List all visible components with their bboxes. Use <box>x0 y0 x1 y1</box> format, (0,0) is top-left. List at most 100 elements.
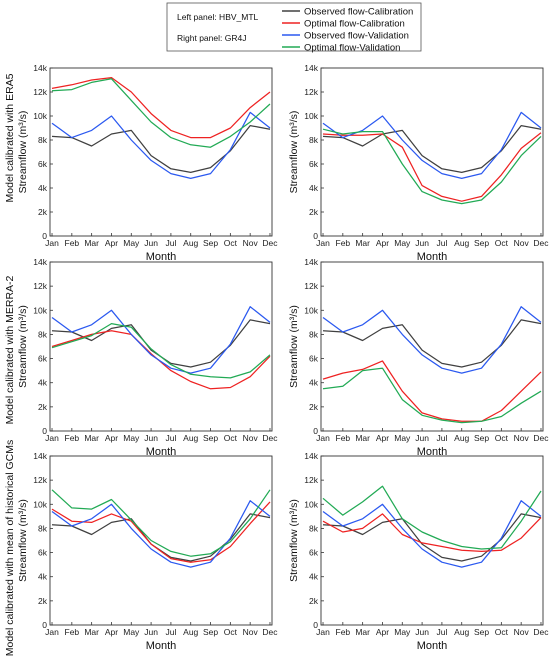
x-axis-label: Month <box>146 251 177 263</box>
x-tick-label: Jun <box>415 627 429 637</box>
y-tick-label: 12k <box>304 475 318 485</box>
x-tick-label: Apr <box>105 627 118 637</box>
x-tick-label: Aug <box>183 627 198 637</box>
series-line-observed-flow-validation <box>322 500 542 568</box>
x-tick-label: Oct <box>495 238 509 248</box>
x-tick-label: May <box>394 433 411 443</box>
y-tick-label: 4k <box>38 183 48 193</box>
x-tick-label: Oct <box>224 433 238 443</box>
y-tick-label: 2k <box>309 402 319 412</box>
x-tick-label: Jan <box>316 627 330 637</box>
x-tick-label: Apr <box>376 238 389 248</box>
x-tick-label: Jun <box>144 238 158 248</box>
x-tick-label: Sep <box>203 627 218 637</box>
x-tick-label: Aug <box>454 238 469 248</box>
y-tick-label: 8k <box>309 135 319 145</box>
x-tick-label: Oct <box>224 627 238 637</box>
series-line-optimal-flow-calibration <box>322 360 542 422</box>
y-axis-label: Streamflow (m³/s) <box>17 111 29 194</box>
x-tick-label: Jan <box>45 238 59 248</box>
series-line-optimal-flow-calibration <box>322 132 542 202</box>
x-tick-label: Sep <box>203 238 218 248</box>
y-tick-label: 10k <box>304 305 318 315</box>
x-tick-label: Apr <box>105 238 118 248</box>
x-tick-label: Dec <box>533 627 549 637</box>
series-line-optimal-flow-calibration <box>51 501 271 563</box>
series-line-observed-flow-validation <box>51 111 271 180</box>
y-tick-label: 10k <box>304 499 318 509</box>
note-left-panel: Left panel: HBV_MTL <box>177 12 259 22</box>
y-tick-label: 6k <box>38 159 48 169</box>
y-tick-label: 2k <box>38 207 48 217</box>
x-tick-label: Dec <box>262 238 278 248</box>
x-tick-label: Sep <box>474 238 489 248</box>
y-tick-label: 14k <box>33 63 47 73</box>
series-line-observed-flow-calibration <box>322 319 542 368</box>
y-tick-label: 4k <box>309 572 319 582</box>
chart-panel-r1-c1: 0 2k 4k 6k 8k 10k 12k 14k Jan Feb Mar Apr May Jun Jul A… <box>288 257 549 458</box>
x-tick-label: Jul <box>165 238 176 248</box>
y-tick-label: 10k <box>33 305 47 315</box>
y-axis-label: Streamflow (m³/s) <box>288 305 300 388</box>
x-tick-label: Aug <box>454 627 469 637</box>
x-tick-label: Nov <box>514 433 530 443</box>
x-axis-label: Month <box>417 446 448 458</box>
y-tick-label: 0 <box>42 620 47 630</box>
y-tick-label: 12k <box>33 87 47 97</box>
series-line-observed-flow-calibration <box>322 124 542 174</box>
x-axis-label: Month <box>417 640 448 652</box>
y-tick-label: 14k <box>304 257 318 267</box>
y-tick-label: 0 <box>313 231 318 241</box>
x-tick-label: Feb <box>336 238 351 248</box>
x-tick-label: Aug <box>183 433 198 443</box>
y-tick-label: 8k <box>38 135 48 145</box>
x-tick-label: Jan <box>45 433 59 443</box>
x-tick-label: Nov <box>243 627 259 637</box>
series-line-optimal-flow-validation <box>51 322 271 379</box>
x-tick-label: Mar <box>355 238 370 248</box>
x-tick-label: Feb <box>65 238 80 248</box>
row-label-merra2: Model calibrated with MERRA-2 <box>4 275 16 424</box>
x-tick-label: Oct <box>495 433 509 443</box>
plot-frame <box>49 455 273 626</box>
note-right-panel: Right panel: GR4J <box>177 33 246 43</box>
y-tick-label: 6k <box>309 159 319 169</box>
x-tick-label: Mar <box>84 627 99 637</box>
x-tick-label: Sep <box>203 433 218 443</box>
x-tick-label: Feb <box>336 627 351 637</box>
x-tick-label: Apr <box>376 433 389 443</box>
plot-frame <box>320 67 544 237</box>
x-tick-label: Dec <box>533 433 549 443</box>
y-tick-label: 14k <box>33 451 47 461</box>
y-tick-label: 6k <box>38 548 48 558</box>
series-line-optimal-flow-calibration <box>51 76 271 139</box>
x-tick-label: Mar <box>355 433 370 443</box>
row-label-era5: Model calibrated with ERA5 <box>4 73 16 202</box>
y-tick-label: 0 <box>42 231 47 241</box>
legend-label-1: Optimal flow-Calibration <box>304 19 405 30</box>
y-tick-label: 4k <box>309 378 319 388</box>
legend-label-2: Observed flow-Validation <box>304 31 409 42</box>
chart-panel-r2-c1: 0 2k 4k 6k 8k 10k 12k 14k Jan Feb Mar Apr May Jun Jul A… <box>288 451 549 652</box>
series-line-observed-flow-validation <box>51 306 271 374</box>
y-axis-label: Streamflow (m³/s) <box>288 499 300 582</box>
y-tick-label: 6k <box>309 354 319 364</box>
y-tick-label: 12k <box>304 281 318 291</box>
x-tick-label: Jan <box>45 627 59 637</box>
legend-label-0: Observed flow-Calibration <box>304 7 413 18</box>
x-tick-label: May <box>123 433 140 443</box>
x-tick-label: Mar <box>84 238 99 248</box>
y-tick-label: 4k <box>309 183 319 193</box>
series-line-optimal-flow-calibration <box>322 513 542 553</box>
legend-box: Left panel: HBV_MTL Right panel: GR4J Ob… <box>166 2 422 54</box>
x-tick-label: Mar <box>84 433 99 443</box>
y-tick-label: 2k <box>38 596 48 606</box>
x-tick-label: Jul <box>436 627 447 637</box>
y-tick-label: 4k <box>38 378 48 388</box>
x-tick-label: Jun <box>144 433 158 443</box>
y-tick-label: 14k <box>33 257 47 267</box>
row-label-gcms: Model calibrated with mean of historical… <box>4 440 16 657</box>
plot-frame <box>49 67 273 237</box>
y-tick-label: 2k <box>38 402 48 412</box>
